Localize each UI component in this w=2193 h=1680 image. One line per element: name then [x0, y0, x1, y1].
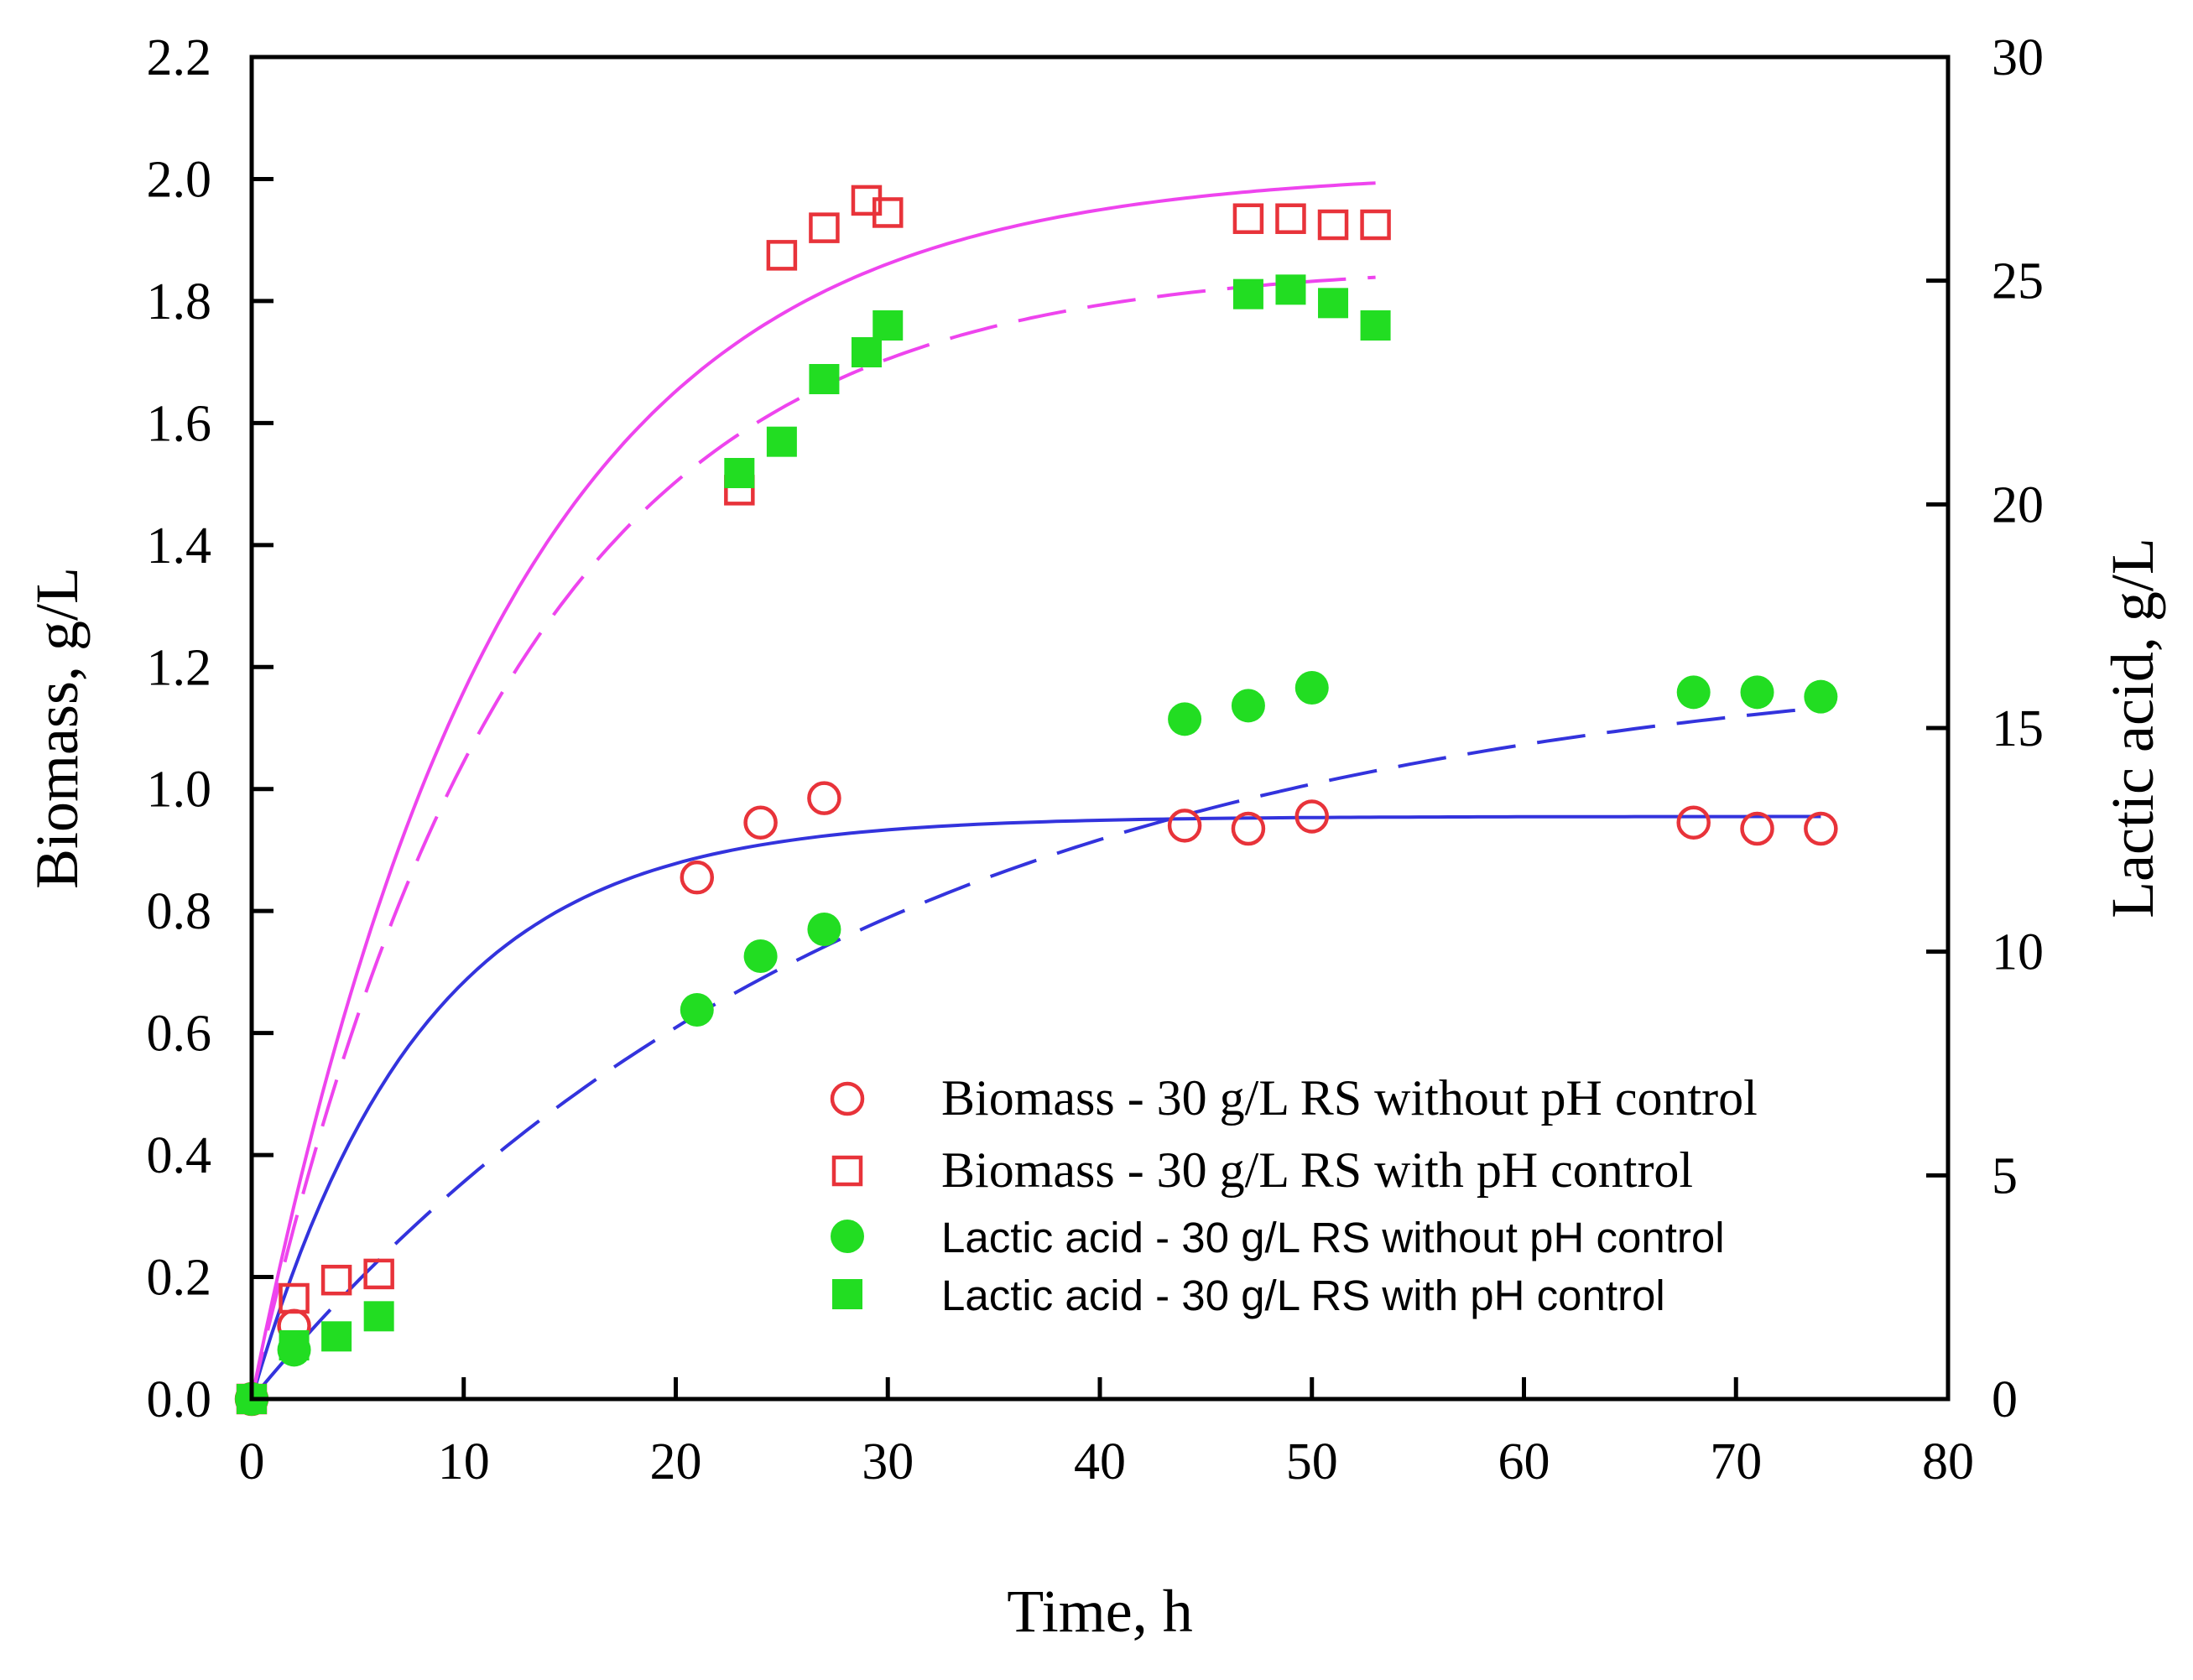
y2-tick-label: 0 [1992, 1371, 2018, 1428]
data-point [766, 426, 797, 457]
data-point [807, 913, 841, 946]
x-tick-label: 70 [1710, 1433, 1762, 1490]
legend-marker [831, 1220, 864, 1253]
y-tick-label: 0.0 [147, 1371, 212, 1428]
data-point [724, 458, 755, 488]
fit-curve-dashed [250, 705, 1821, 1401]
data-point [1294, 799, 1329, 834]
x-tick-label: 60 [1498, 1433, 1550, 1490]
data-point [1275, 274, 1306, 305]
data-point [1231, 811, 1266, 846]
data-point [1232, 278, 1263, 309]
data-point [743, 805, 778, 840]
y-tick-label: 2.0 [147, 151, 212, 208]
data-point [1360, 209, 1391, 241]
data-point [321, 1321, 352, 1352]
data-point [1294, 671, 1329, 705]
y2-tick-label: 15 [1992, 700, 2044, 757]
x-tick-label: 40 [1074, 1433, 1126, 1490]
data-point [1740, 811, 1774, 846]
data-point [1231, 689, 1265, 723]
data-point [766, 240, 798, 271]
y-axis-title: Biomass, g/L [23, 567, 91, 889]
x-tick-label: 30 [862, 1433, 914, 1490]
data-point [363, 1301, 394, 1332]
data-point [1360, 310, 1391, 341]
data-point [1232, 203, 1264, 234]
data-point [363, 1258, 394, 1290]
legend: Biomass - 30 g/L RS without pH control Bi… [830, 1070, 1758, 1319]
data-point [1168, 702, 1202, 736]
data-point [320, 1264, 352, 1296]
y2-axis-ticks: 0 5 10 15 20 25 30 [1926, 29, 2044, 1428]
fit-curve-solid [250, 181, 1376, 1400]
x-tick-label: 0 [239, 1433, 265, 1490]
data-point [873, 310, 904, 341]
y-tick-label: 1.0 [147, 762, 212, 819]
y2-tick-label: 25 [1992, 253, 2044, 310]
data-point [1167, 809, 1202, 843]
data-point [807, 781, 841, 815]
data-point [1804, 811, 1838, 846]
y2-tick-label: 5 [1992, 1147, 2018, 1204]
data-point [1676, 805, 1711, 840]
y-tick-label: 0.8 [147, 883, 212, 940]
y-tick-label: 1.6 [147, 395, 212, 452]
y-tick-label: 2.2 [147, 29, 212, 86]
data-point [851, 337, 882, 367]
x-tick-label: 50 [1286, 1433, 1338, 1490]
plot-frame [249, 55, 1951, 1402]
y-axis-ticks: 0.0 0.2 0.4 0.6 0.8 1.0 1.2 1.4 1.6 1.8 2.0 2.2 [147, 29, 273, 1428]
legend-label: Lactic acid - 30 g/L RS without pH contr… [941, 1214, 1725, 1261]
fit-curve-solid [250, 814, 1821, 1400]
y2-tick-label: 10 [1992, 924, 2044, 981]
x-tick-label: 20 [650, 1433, 702, 1490]
x-axis-ticks: 0 10 20 30 40 50 60 70 80 [239, 1377, 1974, 1490]
fit-curve-dashed [250, 275, 1376, 1400]
y-tick-label: 0.4 [147, 1127, 212, 1184]
y-tick-label: 1.8 [147, 273, 212, 330]
data-point [279, 1282, 310, 1314]
data-point [1317, 209, 1349, 241]
y2-tick-label: 30 [1992, 29, 2044, 86]
y2-tick-label: 20 [1992, 476, 2044, 533]
data-point [743, 939, 778, 973]
data-point [809, 364, 840, 394]
data-point [680, 860, 715, 895]
y-tick-label: 1.4 [147, 518, 212, 575]
data-point [1275, 203, 1306, 234]
fit-curves [250, 181, 1821, 1401]
legend-label: Biomass - 30 g/L RS without pH control [941, 1070, 1758, 1126]
x-tick-label: 10 [438, 1433, 490, 1490]
y-tick-label: 0.2 [147, 1250, 212, 1307]
data-point [809, 212, 840, 243]
legend-label: Lactic acid - 30 g/L RS with pH control [941, 1272, 1665, 1319]
data-point [277, 1333, 311, 1367]
y2-axis-title: Lactic acid, g/L [2099, 538, 2166, 918]
legend-label: Biomass - 30 g/L RS with pH control [941, 1142, 1693, 1198]
legend-marker [830, 1081, 865, 1116]
x-axis-title: Time, h [1007, 1578, 1192, 1645]
data-point [680, 993, 714, 1027]
x-tick-label: 80 [1922, 1433, 1974, 1490]
legend-marker [832, 1279, 862, 1309]
data-point [1804, 679, 1838, 714]
y-tick-label: 0.6 [147, 1006, 212, 1063]
data-point [873, 197, 904, 228]
y-tick-label: 1.2 [147, 639, 212, 696]
data-point [1676, 675, 1711, 710]
data-point [1318, 288, 1349, 319]
data-point [1740, 675, 1774, 710]
legend-marker [831, 1155, 863, 1187]
